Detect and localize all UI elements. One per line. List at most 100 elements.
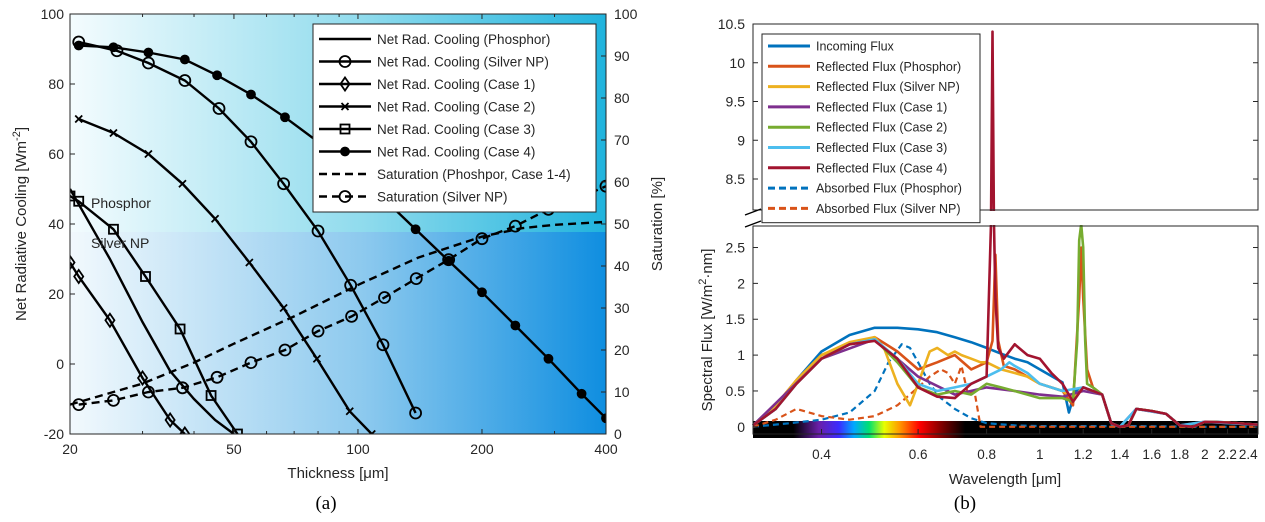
panel-b-ticks: 0.4 0.6 0.8 1 1.2 1.4 1.6 1.8 2 2.2 2.4 0 0.5 1 1.5 2 2.… (718, 16, 1258, 462)
legend-label-net-rad-cooling-case-1: Net Rad. Cooling (Case 1) (377, 77, 535, 92)
data-point-net-rad-cooling-case-4 (108, 42, 119, 53)
data-point-net-rad-cooling-case-1 (70, 254, 76, 271)
data-point-saturation-silver-np (278, 343, 292, 357)
data-point-saturation-silver-np (72, 398, 86, 412)
b-x-tick-label: 1.8 (1170, 447, 1189, 462)
b-y-tick-label: 0.5 (726, 383, 746, 399)
data-point-saturation-silver-np (244, 356, 258, 370)
panel-a-legend: Net Rad. Cooling (Phosphor) Net Rad. Cool… (312, 23, 597, 213)
x-tick-label: 20 (62, 441, 78, 457)
data-point-saturation-silver-np (475, 232, 489, 246)
legend-label-net-rad-cooling-silver-np: Net Rad. Cooling (Silver NP) (377, 55, 549, 70)
b-x-tick-label: 0.4 (812, 447, 831, 462)
data-point-net-rad-cooling-case-4 (143, 47, 154, 58)
legend-marker-net-rad-cooling-case-1 (339, 75, 351, 93)
legend-marker-net-rad-cooling-case-2 (340, 102, 350, 111)
data-point-net-rad-cooling-case-2 (245, 258, 254, 267)
data-point-saturation-silver-np (378, 291, 391, 304)
b-y-tick-label: 1 (737, 347, 745, 363)
data-point-net-rad-cooling-case-2 (279, 303, 288, 313)
y-right-tick-label: 80 (614, 90, 630, 106)
b-y-tick-label: 0 (737, 419, 745, 435)
data-point-saturation-silver-np (508, 219, 522, 233)
y-axis-left-label: Net Radiative Cooling [Wm-2] (11, 127, 30, 321)
y-left-tick-label: 0 (56, 356, 64, 372)
y-left-tick-label: 20 (48, 286, 64, 302)
b-legend-label-incoming-flux: Incoming Flux (816, 40, 895, 54)
b-x-tick-label: 1.4 (1111, 447, 1130, 462)
b-y-tick-label: 2 (737, 275, 745, 291)
axis-break-mark (744, 208, 762, 228)
y-left-tick-label: 80 (48, 76, 64, 92)
data-point-net-rad-cooling-case-2 (312, 354, 322, 363)
b-y-tick-label: 9.5 (726, 94, 746, 110)
b-x-tick-label: 1.2 (1074, 447, 1093, 462)
series-line-net-rad-cooling-case-3 (70, 194, 239, 434)
data-point-net-rad-cooling-silver-np (376, 338, 390, 352)
data-point-saturation-silver-np (599, 179, 606, 193)
data-point-net-rad-cooling-silver-np (142, 56, 155, 70)
legend-label-saturation-silver-np: Saturation (Silver NP) (377, 190, 508, 205)
data-point-saturation-silver-np (345, 309, 358, 323)
legend-label-net-rad-cooling-case-3: Net Rad. Cooling (Case 3) (377, 122, 535, 137)
legend-label-net-rad-cooling-case-2: Net Rad. Cooling (Case 2) (377, 100, 535, 115)
data-point-net-rad-cooling-case-3 (108, 223, 119, 235)
data-point-net-rad-cooling-case-4 (410, 224, 421, 235)
data-point-net-rad-cooling-silver-np (277, 177, 291, 191)
y-right-tick-label: 100 (614, 6, 638, 22)
series-line-net-rad-cooling-silver-np (78, 40, 417, 414)
data-point-net-rad-cooling-case-4 (73, 40, 84, 51)
series-line-net-rad-cooling-case-2 (78, 117, 373, 434)
data-point-net-rad-cooling-case-1 (164, 411, 176, 429)
data-point-saturation-silver-np (210, 370, 224, 384)
b-x-tick-label: 1.6 (1142, 447, 1161, 462)
data-point-net-rad-cooling-silver-np (212, 102, 226, 115)
x-tick-label: 200 (470, 441, 494, 457)
data-point-net-rad-cooling-case-3 (174, 323, 186, 335)
series-line-saturation-phoshpor-case-1-4 (70, 220, 606, 406)
y-right-tick-label: 40 (614, 258, 630, 274)
data-point-net-rad-cooling-case-4 (212, 70, 222, 81)
data-point-saturation-silver-np (409, 272, 423, 286)
data-point-net-rad-cooling-silver-np (344, 278, 358, 292)
y-left-tick-label: 100 (41, 6, 65, 22)
panel-b: 0.4 0.6 0.8 1 1.2 1.4 1.6 1.8 2 2.2 2.4 0 0.5 1 1.5 2 2.… (697, 16, 1265, 514)
x-tick-label: 400 (594, 441, 618, 457)
b-y-tick-label: 8.5 (726, 171, 746, 187)
y-right-tick-label: 70 (614, 132, 630, 148)
b-x-tick-label: 0.8 (977, 447, 996, 462)
b-x-tick-label: 0.6 (909, 447, 928, 462)
data-point-net-rad-cooling-case-2 (144, 149, 153, 159)
b-y-axis-label: Spectral Flux [W/m2·nm] (697, 249, 716, 412)
data-point-net-rad-cooling-case-3 (205, 390, 217, 401)
data-point-net-rad-cooling-silver-np (311, 224, 325, 238)
y-right-tick-label: 0 (614, 426, 622, 442)
panel-a: 20 50 100 200 400 -20 0 20 40 60 80 100 0 10 20 30 40 50 6… (11, 6, 666, 514)
data-point-net-rad-cooling-case-1 (179, 425, 191, 434)
panel-b-upper-frame (752, 23, 1259, 211)
data-point-net-rad-cooling-case-4 (280, 112, 290, 123)
b-y-tick-label: 9 (737, 132, 745, 148)
data-point-saturation-silver-np (107, 393, 120, 407)
data-point-net-rad-cooling-case-1 (73, 268, 85, 285)
data-point-net-rad-cooling-case-3 (73, 195, 85, 207)
legend-marker-net-rad-cooling-silver-np (338, 55, 352, 68)
data-point-net-rad-cooling-case-3 (232, 428, 243, 434)
legend-label-net-rad-cooling-case-4: Net Rad. Cooling (Case 4) (377, 145, 535, 160)
series-line-saturation-silver-np (78, 185, 606, 406)
x-axis-label: Thickness [μm] (287, 465, 388, 482)
data-point-saturation-silver-np (176, 381, 189, 395)
x-tick-label: 50 (226, 441, 242, 457)
region-label-silver-np: Silver NP (91, 235, 149, 251)
y-right-tick-label: 90 (614, 48, 630, 64)
data-point-net-rad-cooling-case-4 (246, 89, 256, 100)
y-left-tick-label: -20 (44, 426, 64, 442)
b-x-tick-label: 1 (1036, 447, 1044, 462)
data-point-net-rad-cooling-case-2 (178, 179, 187, 188)
data-point-net-rad-cooling-case-1 (136, 369, 149, 387)
b-x-tick-label: 2 (1201, 447, 1209, 462)
data-point-net-rad-cooling-case-2 (74, 114, 83, 124)
data-point-saturation-silver-np (442, 253, 456, 267)
data-point-net-rad-cooling-case-4 (543, 353, 554, 364)
